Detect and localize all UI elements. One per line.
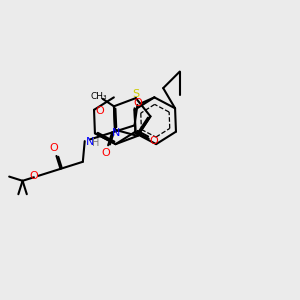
- Text: H: H: [92, 138, 99, 148]
- Text: O: O: [101, 148, 110, 158]
- Text: O: O: [95, 106, 104, 116]
- Text: O: O: [29, 171, 38, 181]
- Text: N: N: [112, 128, 121, 138]
- Text: O: O: [50, 143, 58, 153]
- Text: CH₃: CH₃: [90, 92, 107, 101]
- Text: S: S: [132, 89, 140, 100]
- Text: O: O: [149, 136, 158, 146]
- Text: O: O: [134, 98, 142, 108]
- Text: N: N: [86, 136, 94, 147]
